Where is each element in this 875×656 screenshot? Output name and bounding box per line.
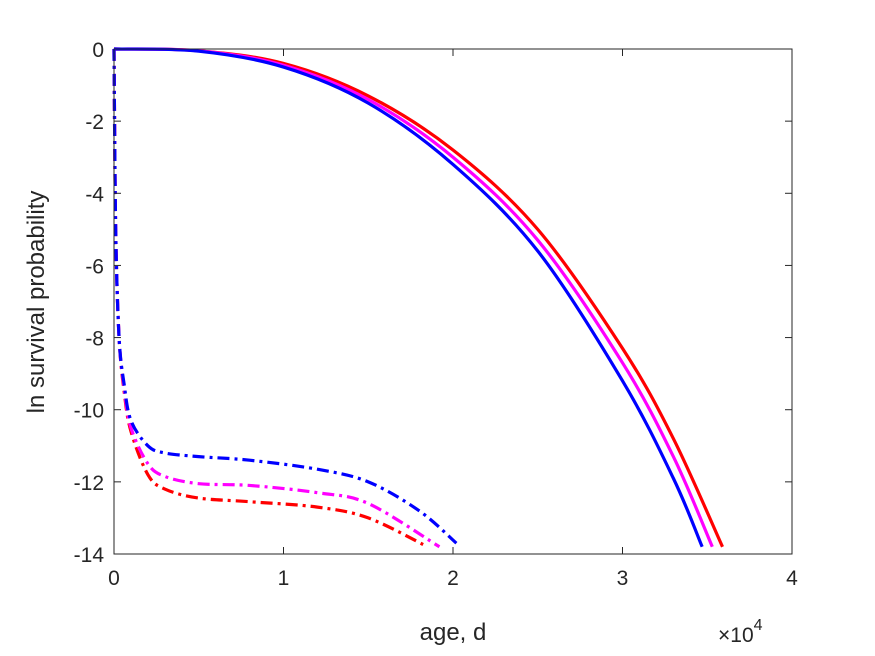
y-tick-label: -4 bbox=[85, 183, 104, 206]
series-line-3-solid bbox=[113, 47, 704, 548]
x-axis-label: age, d bbox=[420, 619, 487, 646]
y-tick-label: -8 bbox=[85, 328, 104, 351]
series-layer bbox=[112, 47, 724, 549]
x-tick-label: 0 bbox=[108, 567, 120, 590]
y-tick-label: -6 bbox=[85, 255, 104, 278]
tick-layer: 0 1 2 3 4 0 -2 -4 -6 -8 -10 -12 -14 bbox=[74, 39, 799, 590]
x-tick-label: 4 bbox=[786, 567, 798, 590]
y-tick-label: -12 bbox=[74, 472, 104, 495]
x-axis-exponent: ×104 bbox=[718, 617, 763, 647]
series-line-6-dashdot bbox=[112, 48, 458, 545]
x-axis-exponent-base: ×10 bbox=[718, 624, 754, 647]
y-tick-label: -2 bbox=[85, 111, 104, 134]
y-axis-label: ln survival probability bbox=[23, 191, 50, 414]
x-tick-label: 2 bbox=[447, 567, 459, 590]
x-axis-exponent-power: 4 bbox=[754, 617, 763, 634]
y-tick-label: -14 bbox=[74, 544, 105, 567]
x-tick-label: 1 bbox=[278, 567, 290, 590]
x-tick-label: 3 bbox=[617, 567, 629, 590]
y-tick-label: 0 bbox=[92, 39, 104, 62]
y-tick-label: -10 bbox=[74, 400, 104, 423]
